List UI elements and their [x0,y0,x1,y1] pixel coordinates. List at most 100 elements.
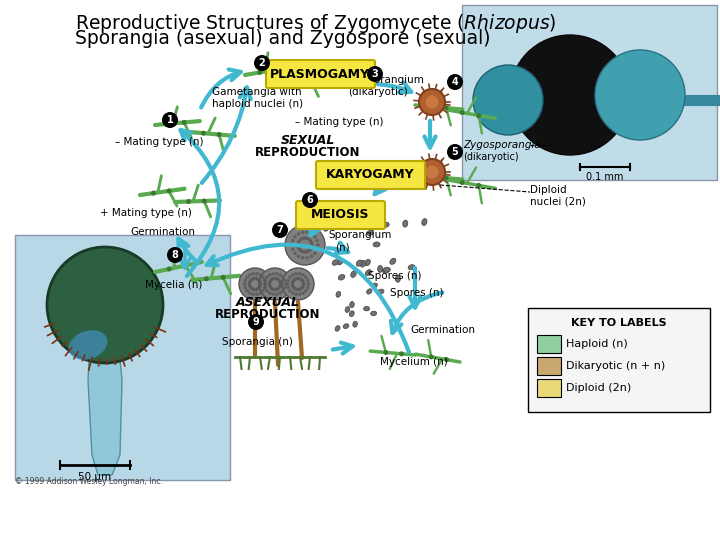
Circle shape [419,159,445,185]
Circle shape [300,286,304,289]
Circle shape [428,354,433,360]
Circle shape [201,131,206,136]
Text: Haploid (n): Haploid (n) [566,339,628,349]
Text: © 1999 Addison Wesley Longman, Inc.: © 1999 Addison Wesley Longman, Inc. [15,477,163,486]
Circle shape [151,191,156,195]
Circle shape [595,50,685,140]
Text: Spores (n): Spores (n) [390,288,444,298]
Circle shape [202,199,207,204]
Circle shape [258,279,261,282]
Text: REPRODUCTION: REPRODUCTION [256,145,361,159]
Circle shape [166,267,171,272]
Circle shape [263,279,266,282]
Circle shape [294,278,297,281]
Text: 4: 4 [451,77,459,87]
Circle shape [476,113,481,118]
Ellipse shape [323,225,329,231]
Circle shape [263,282,266,286]
Circle shape [306,286,310,289]
Text: Dikaryotic (n + n): Dikaryotic (n + n) [566,361,665,371]
Circle shape [284,282,287,286]
Text: Young: Young [345,63,376,73]
Circle shape [293,252,297,255]
Circle shape [277,286,281,289]
Circle shape [309,239,312,242]
Circle shape [315,239,319,242]
Circle shape [204,276,209,281]
Ellipse shape [383,267,390,272]
Text: 2: 2 [258,58,266,68]
Text: 8: 8 [171,250,179,260]
Text: Diploid: Diploid [530,185,567,195]
Circle shape [315,248,319,251]
Circle shape [294,293,298,296]
Circle shape [305,250,308,254]
Text: Spores (n): Spores (n) [368,271,421,281]
Circle shape [301,231,305,234]
Circle shape [298,239,302,242]
Circle shape [254,288,258,291]
Circle shape [291,239,294,242]
Text: PLASMOGAMY: PLASMOGAMY [270,68,370,80]
Text: – Mating type (n): – Mating type (n) [115,137,204,147]
Text: KARYOGAMY: KARYOGAMY [325,168,414,181]
Text: + Mating type (n): + Mating type (n) [100,208,192,218]
Circle shape [274,288,278,291]
Ellipse shape [68,330,107,360]
Circle shape [302,284,305,288]
Circle shape [255,293,258,296]
Circle shape [183,263,188,268]
Circle shape [279,273,282,277]
FancyBboxPatch shape [528,308,710,412]
Text: (dikaryotic): (dikaryotic) [463,152,518,162]
Ellipse shape [382,222,390,227]
Circle shape [298,272,302,275]
Circle shape [251,287,254,291]
Circle shape [310,232,313,235]
Circle shape [473,65,543,135]
Circle shape [290,243,294,247]
Ellipse shape [408,265,415,270]
Text: KEY TO LABELS: KEY TO LABELS [571,318,667,328]
Circle shape [426,165,438,179]
Circle shape [217,132,222,137]
Circle shape [298,248,302,251]
Circle shape [272,276,276,280]
Ellipse shape [377,266,382,272]
Circle shape [258,280,262,284]
Circle shape [255,272,258,275]
FancyBboxPatch shape [537,379,561,397]
Circle shape [275,293,279,296]
Ellipse shape [345,307,350,312]
FancyBboxPatch shape [15,235,230,480]
Circle shape [298,293,302,296]
Circle shape [275,272,279,275]
Text: Reproductive Structures of Zygomycete ($\it{Rhizopus}$): Reproductive Structures of Zygomycete ($… [75,12,557,35]
Ellipse shape [349,311,354,316]
Circle shape [304,275,307,279]
Circle shape [297,254,300,258]
Circle shape [302,291,305,295]
Text: nuclei (2n): nuclei (2n) [530,197,586,207]
Text: 7: 7 [276,225,284,235]
Circle shape [248,280,251,284]
Circle shape [296,243,300,247]
Ellipse shape [364,306,369,311]
Circle shape [297,246,300,249]
Circle shape [288,275,292,279]
Circle shape [258,282,262,286]
Circle shape [459,110,464,115]
Circle shape [261,289,265,293]
Ellipse shape [338,274,345,280]
Circle shape [186,199,191,204]
Circle shape [251,293,255,296]
Circle shape [268,280,271,284]
Text: – Mating type (n): – Mating type (n) [295,117,384,127]
Circle shape [297,276,301,280]
Circle shape [305,237,308,240]
Circle shape [444,105,449,110]
Circle shape [279,284,282,288]
Ellipse shape [371,311,377,316]
Polygon shape [88,325,122,475]
Circle shape [181,120,186,125]
